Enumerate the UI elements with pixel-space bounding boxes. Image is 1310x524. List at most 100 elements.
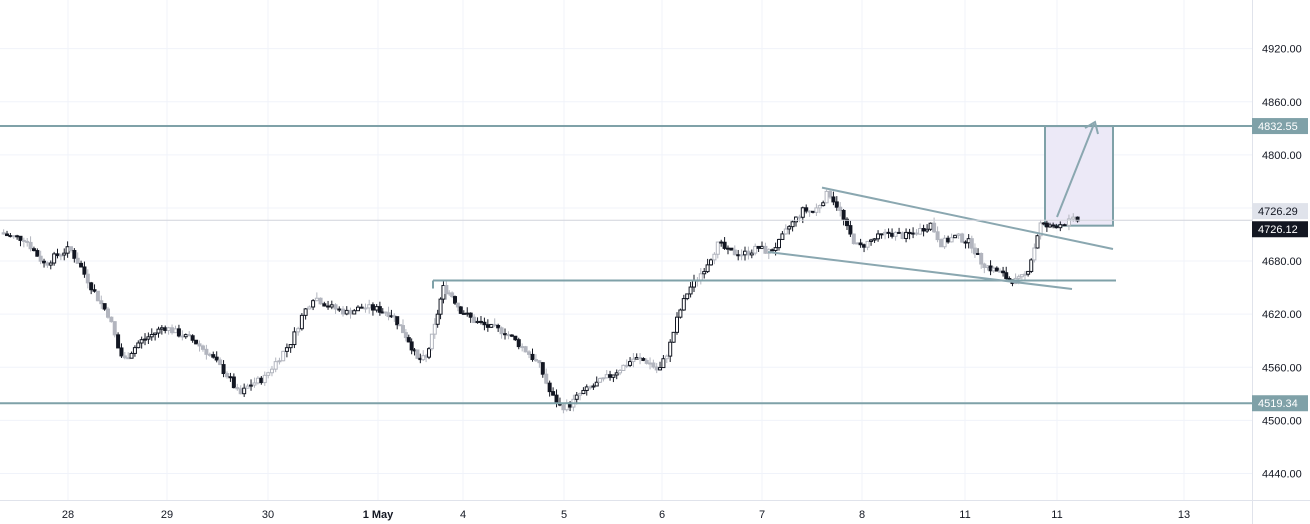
candle-body [551, 391, 556, 396]
price-tick-label: 4920.00 [1262, 44, 1302, 56]
candle-body [506, 334, 511, 337]
candle-body [224, 373, 229, 378]
candle-body [787, 226, 792, 230]
candle-body [685, 293, 690, 300]
candle-body [406, 337, 411, 343]
candle-body [284, 347, 289, 352]
candle-body [634, 357, 639, 360]
candle-body [621, 364, 626, 371]
candle-body [359, 306, 364, 309]
candle-body [52, 253, 57, 264]
candle-body [348, 309, 353, 315]
candle-body [991, 267, 996, 272]
candle-body [173, 328, 178, 334]
candle-body [1038, 222, 1043, 237]
level-price-tag [1252, 118, 1308, 135]
time-tick-label: 13 [1178, 509, 1190, 521]
candle-body [344, 309, 349, 315]
candle-body [458, 306, 463, 314]
candle-body [658, 367, 663, 371]
candle-body [979, 252, 984, 265]
candle-body [688, 286, 693, 295]
candle-body [709, 259, 713, 266]
candle-body [79, 262, 84, 268]
candle-body [862, 244, 867, 248]
candle-body [509, 334, 514, 337]
candle-body [1001, 270, 1006, 274]
candle-body [1032, 247, 1037, 261]
candle-body [68, 246, 73, 252]
candle-body [149, 333, 154, 338]
candle-body [485, 324, 490, 328]
candle-body [678, 309, 683, 318]
candle-body [503, 333, 508, 336]
candle-body [918, 228, 923, 235]
time-tick-label: 30 [262, 509, 274, 521]
candle-body [681, 298, 686, 311]
candle-body [598, 378, 603, 383]
candle-body [966, 238, 971, 244]
candle-body [472, 316, 477, 324]
candle-body [960, 233, 965, 243]
candle-body [876, 233, 881, 240]
candle-body [628, 361, 633, 366]
candle-body [432, 323, 437, 335]
time-tick-label: 4 [460, 509, 466, 521]
time-tick-label: 7 [759, 509, 765, 521]
candle-body [516, 339, 521, 348]
candle-body [478, 320, 483, 323]
candle-body [969, 238, 974, 249]
projection-arrow-head [1084, 120, 1099, 135]
candle-body [58, 254, 63, 257]
price-tick-label: 4860.00 [1262, 97, 1302, 109]
candle-body [914, 232, 919, 235]
candle-body [537, 360, 542, 364]
candle-body [608, 374, 613, 378]
price-tick-label: 4440.00 [1262, 468, 1302, 480]
candle-body [841, 209, 846, 220]
candle-body [544, 373, 549, 384]
candle-body [235, 387, 240, 390]
candle-body [1054, 225, 1059, 229]
candle-body [760, 245, 764, 249]
candle-body [976, 252, 981, 255]
candle-body [242, 387, 247, 395]
candle-body [35, 250, 40, 257]
candle-body [109, 316, 114, 323]
channel-upper-line [821, 186, 1114, 250]
candle-body [409, 341, 414, 351]
candle-body [939, 239, 944, 248]
candle-body [1062, 224, 1067, 227]
candle-body [28, 241, 33, 250]
price-tick-label: 4680.00 [1262, 256, 1302, 268]
candle-body [85, 273, 90, 284]
candle-body [453, 296, 458, 304]
candle-body [869, 239, 874, 242]
candle-body [664, 355, 669, 360]
candle-body [756, 245, 761, 249]
candle-body [783, 228, 788, 235]
candle-body [715, 241, 720, 255]
candle-body [489, 323, 494, 328]
candle-body [814, 207, 819, 213]
candle-body [1, 232, 6, 235]
candle-body [197, 343, 202, 347]
candle-body [1041, 222, 1046, 225]
candle-body [281, 350, 286, 362]
candle-body [1071, 216, 1076, 220]
grid [0, 0, 1252, 500]
candle-body [907, 231, 912, 235]
candle-body [749, 252, 754, 256]
candle-body [228, 376, 233, 379]
price-tick-label: 4560.00 [1262, 362, 1302, 374]
candle-body [811, 210, 815, 213]
candle-body [865, 240, 870, 248]
candle-body [475, 320, 480, 324]
candle-body [523, 346, 528, 353]
candle-body [363, 307, 368, 310]
candles [1, 189, 1080, 414]
candle-body [851, 233, 856, 245]
candle-body [1004, 272, 1009, 279]
candle-body [921, 228, 926, 232]
candle-body [132, 347, 137, 354]
